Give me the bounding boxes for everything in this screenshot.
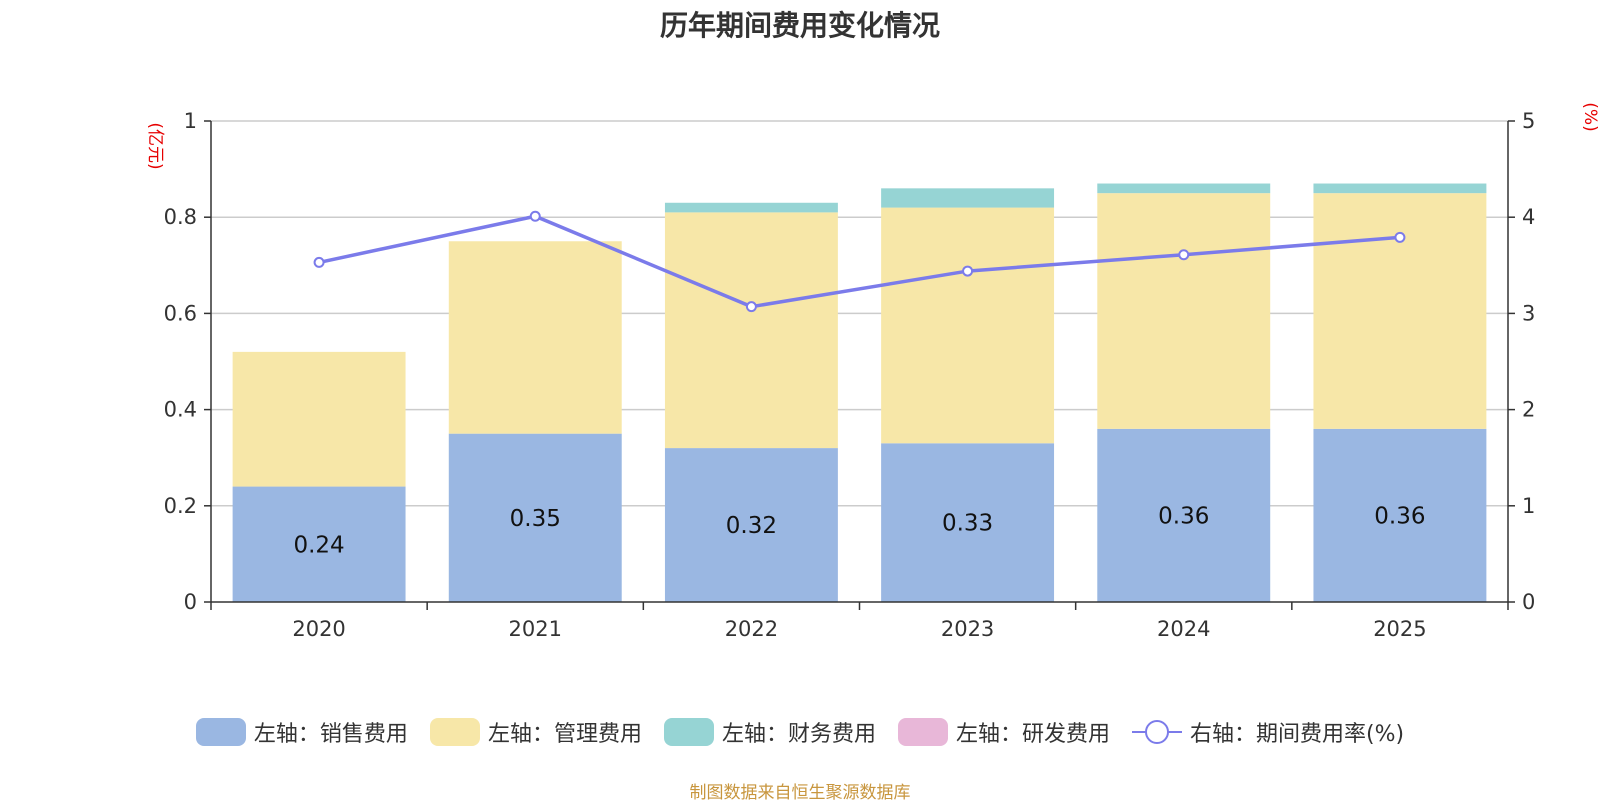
legend-label-finance: 左轴：财务费用: [721, 722, 876, 747]
x-tick-label: 2024: [1157, 617, 1210, 641]
grid-lines: [211, 120, 1508, 507]
rate-point: [962, 265, 974, 277]
legend-line-circle-icon: [1131, 718, 1182, 746]
bar-segment: [232, 486, 406, 602]
bar-segment: [232, 351, 406, 487]
bar-segment: [448, 241, 622, 434]
y-right-tick-label: 1: [1522, 494, 1535, 518]
bar-segment: [1097, 183, 1271, 194]
y-left-tick-label: 0.8: [164, 205, 197, 229]
y-right-tick-label: 5: [1522, 109, 1535, 133]
bar-segment: [1313, 428, 1487, 602]
y-right-tick-label: 2: [1522, 398, 1535, 422]
rate-line-path: [318, 214, 1401, 309]
y-left-unit: (亿元): [145, 122, 165, 169]
legend-item-rate[interactable]: 右轴：期间费用率(%): [1131, 716, 1405, 748]
y-right-tick-label: 3: [1522, 301, 1535, 325]
y-right-tick-label: 4: [1522, 205, 1535, 229]
x-tick-label: 2020: [292, 617, 345, 641]
bar-segment: [881, 443, 1055, 602]
bar-segment: [448, 433, 622, 602]
bar-value-label: 0.36: [1158, 503, 1209, 529]
legend-label-sales: 左轴：销售费用: [253, 722, 408, 747]
rate-point: [1394, 231, 1406, 243]
x-tick-label: 2025: [1373, 617, 1426, 641]
legend-label-rate: 右轴：期间费用率(%): [1189, 722, 1405, 747]
rate-point: [1178, 249, 1190, 261]
bar-value-label: 0.32: [726, 513, 777, 539]
bars: [232, 183, 1487, 602]
legend-swatch-rd: [897, 718, 948, 746]
bar-segment: [1313, 183, 1487, 194]
bar-segment: [664, 448, 838, 602]
legend-swatch-finance: [663, 718, 714, 746]
x-tick-label: 2021: [509, 617, 562, 641]
legend-item-finance[interactable]: 左轴：财务费用: [663, 716, 876, 748]
chart-title: 历年期间费用变化情况: [659, 9, 940, 42]
axes: 0 0.2 0.4 0.6 0.8 1 0 1 2 3 4 5 (亿元) (%) 2020 2021 2022 2…: [145, 102, 1600, 641]
bar-segment: [664, 202, 838, 213]
bar-segment: [1097, 428, 1271, 602]
y-left-tick-label: 0.6: [164, 301, 197, 325]
rate-point: [313, 256, 325, 268]
bar-segment: [664, 212, 838, 449]
legend: 左轴：销售费用 左轴：管理费用 左轴：财务费用 左轴：研发费用 右轴：期间费用率…: [0, 716, 1600, 748]
y-left-tick-label: 0.2: [164, 494, 197, 518]
rate-point: [529, 210, 541, 222]
bar-value-label: 0.24: [293, 532, 344, 558]
legend-swatch-sales: [195, 718, 246, 746]
y-left-tick-label: 1: [184, 109, 197, 133]
legend-label-admin: 左轴：管理费用: [487, 722, 642, 747]
y-right-unit: (%): [1580, 102, 1600, 131]
bar-segment: [881, 188, 1055, 208]
y-left-tick-label: 0.4: [164, 398, 197, 422]
legend-item-rd[interactable]: 左轴：研发费用: [897, 716, 1110, 748]
legend-label-rd: 左轴：研发费用: [955, 722, 1110, 747]
bar-value-label: 0.36: [1374, 503, 1425, 529]
bar-value-label: 0.35: [510, 506, 561, 532]
bar-value-label: 0.33: [942, 511, 993, 537]
legend-item-sales[interactable]: 左轴：销售费用: [195, 716, 408, 748]
x-tick-label: 2023: [941, 617, 994, 641]
legend-item-admin[interactable]: 左轴：管理费用: [429, 716, 642, 748]
y-right-tick-label: 0: [1522, 590, 1535, 614]
data-labels: 0.24 0.35 0.32 0.33 0.36 0.36: [293, 503, 1425, 558]
bar-segment: [881, 207, 1055, 444]
rate-line: [313, 210, 1406, 313]
x-tick-label: 2022: [725, 617, 778, 641]
y-left-tick-label: 0: [184, 590, 197, 614]
rate-point: [745, 301, 757, 313]
bar-segment: [1097, 193, 1271, 429]
legend-swatch-admin: [429, 718, 480, 746]
bar-segment: [1313, 193, 1487, 429]
data-source-note: 制图数据来自恒生聚源数据库: [689, 783, 911, 803]
